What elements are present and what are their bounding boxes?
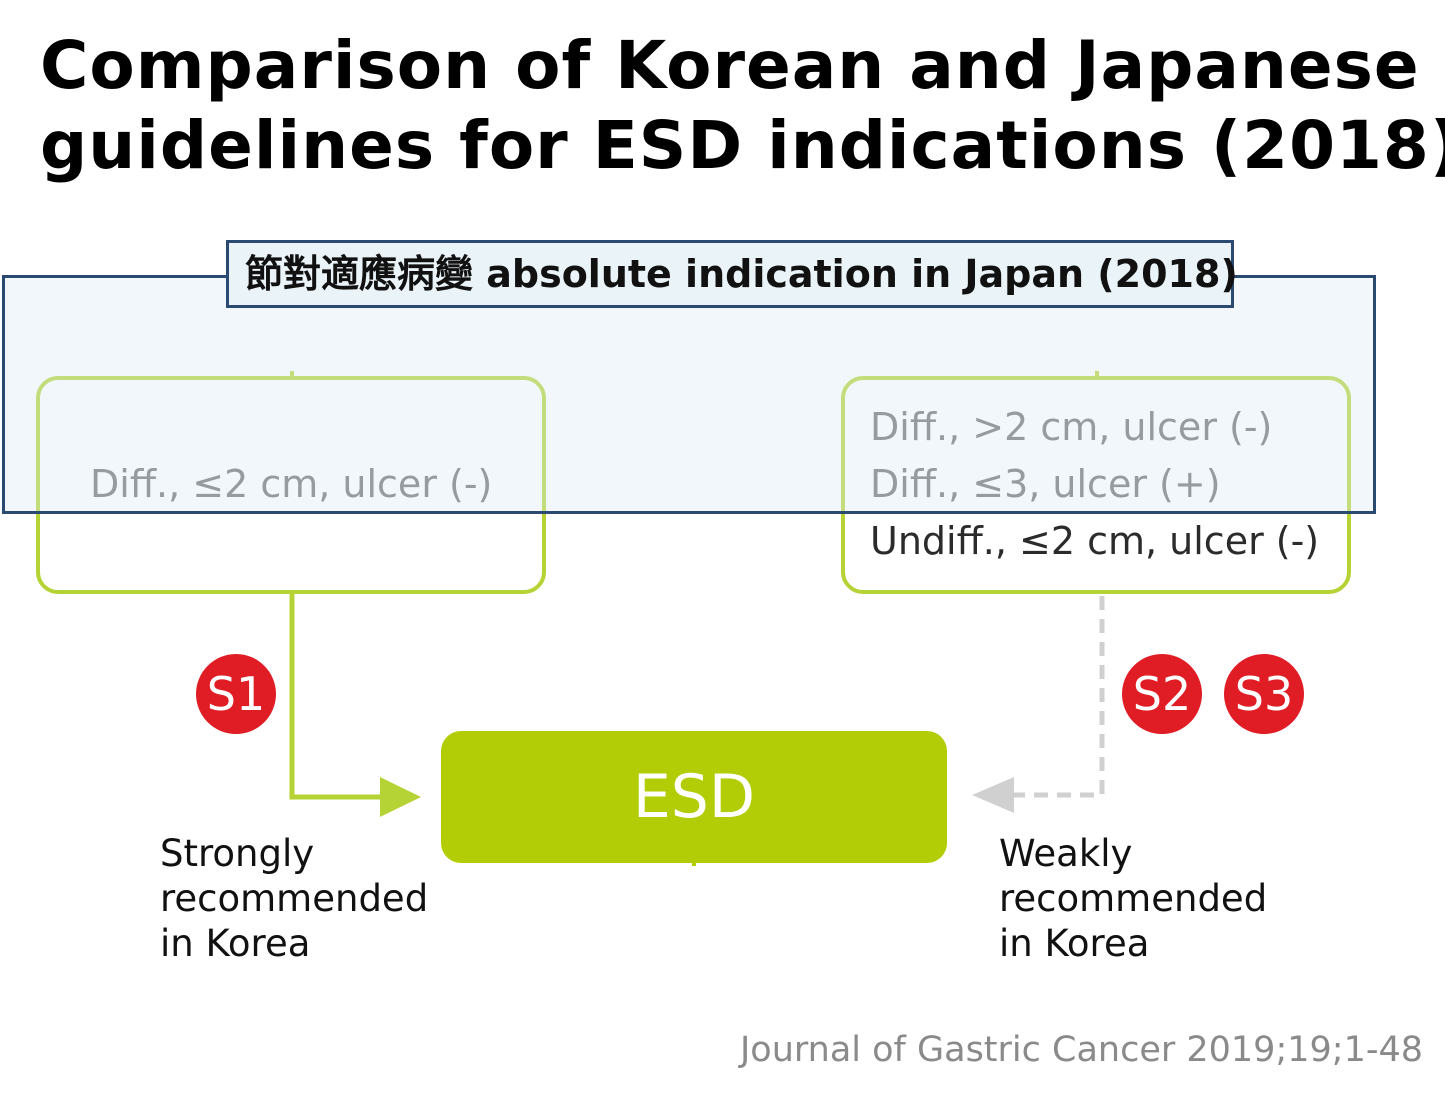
caption-line: Weakly <box>999 832 1133 875</box>
citation: Journal of Gastric Cancer 2019;19;1-48 <box>739 1030 1423 1070</box>
weak-recommendation-caption: Weakly recommended in Korea <box>999 831 1267 966</box>
right-criteria-item: Diff., >2 cm, ulcer (-) <box>870 405 1273 449</box>
caption-line: Strongly <box>160 832 315 875</box>
left-criteria-box <box>36 376 546 594</box>
right-criteria-list: Diff., >2 cm, ulcer (-) Diff., ≤3, ulcer… <box>870 399 1319 570</box>
strong-arrow-line <box>289 594 382 800</box>
weak-arrow-line <box>1012 596 1105 798</box>
weak-arrow-head <box>972 777 1014 813</box>
badge-s3: S3 <box>1224 654 1304 734</box>
strong-recommendation-caption: Strongly recommended in Korea <box>160 831 428 966</box>
slide-title-line-1: Comparison of Korean and Japanese <box>40 27 1420 104</box>
esd-node: ESD <box>441 731 947 863</box>
left-criteria-text: Diff., ≤2 cm, ulcer (-) <box>90 462 493 506</box>
caption-line: in Korea <box>160 922 311 965</box>
badge-s2: S2 <box>1122 654 1202 734</box>
japan-absolute-indication-overlay <box>2 275 1376 514</box>
caption-line: recommended <box>999 877 1268 920</box>
japan-absolute-indication-label: 節對適應病變 absolute indication in Japan (201… <box>226 240 1238 308</box>
right-criteria-item: Diff., ≤3, ulcer (+) <box>870 462 1221 506</box>
caption-line: in Korea <box>999 922 1150 965</box>
badge-s1: S1 <box>196 654 276 734</box>
slide-title: Comparison of Korean and Japanese guidel… <box>40 26 1445 186</box>
right-criteria-item: Undiff., ≤2 cm, ulcer (-) <box>870 519 1320 563</box>
slide-title-line-2: guidelines for ESD indications (2018) <box>40 107 1445 184</box>
caption-line: recommended <box>160 877 429 920</box>
strong-arrow-head <box>380 777 421 817</box>
